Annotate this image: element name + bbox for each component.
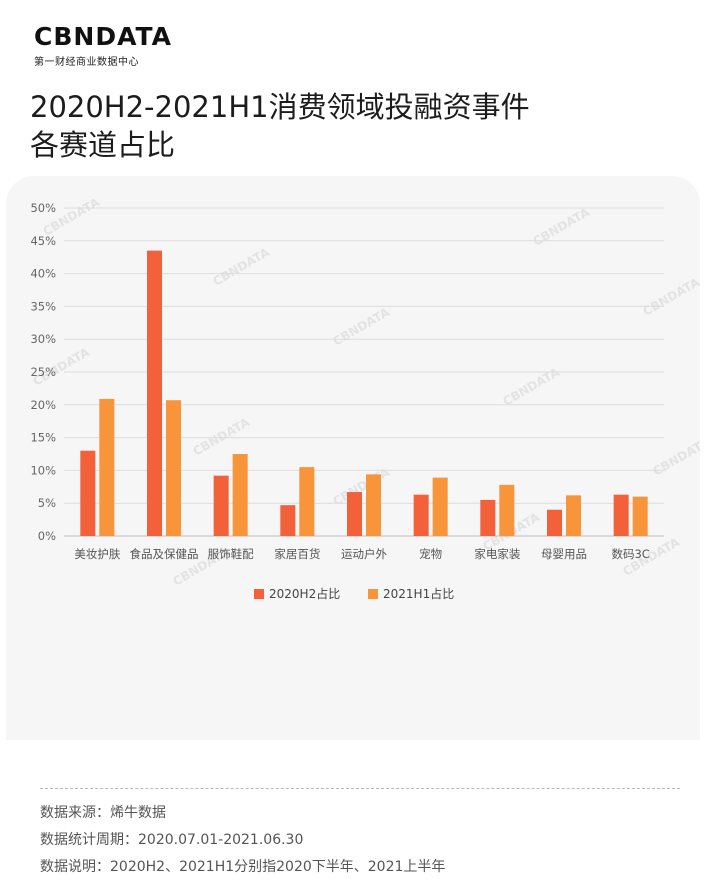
logo-subtitle: 第一财经商业数据中心 [34,57,139,68]
watermark-text: CBNDATA [641,275,701,319]
note-period: 数据统计周期：2020.07.01-2021.06.30 [40,832,304,848]
chart-card: CBNDATA CBNDATA CBNDATA CBNDATA CBNDATA CBNDA… [6,176,701,875]
bar-series1 [613,494,629,536]
y-tick-label: 30% [30,332,56,346]
watermark-text: CBNDATA [651,435,701,479]
bar-series2 [566,495,581,536]
logo-wordmark: CBNDATA [34,22,172,51]
bar-series1 [280,505,296,536]
bar-series2 [99,398,115,536]
bar-series1 [213,475,229,536]
bar-series2 [232,454,248,536]
x-tick-label: 食品及保健品 [130,547,199,561]
y-tick-label: 40% [30,267,56,281]
bar-series2 [432,477,448,536]
bar-series2 [499,484,515,536]
y-tick-label: 20% [30,398,56,412]
watermark-text: CBNDATA [211,245,273,289]
watermark-text: CBNDATA [191,415,253,459]
bar-series2 [299,467,315,536]
legend-label: 2020H2占比 [269,586,340,601]
bar-chart: CBNDATA CBNDATA CBNDATA CBNDATA CBNDATA CBNDA… [30,195,701,601]
watermark-text: CBNDATA [501,365,563,409]
x-tick-label: 美妆护肤 [74,547,120,561]
x-tick-label: 母婴用品 [541,547,587,561]
notes: 数据来源：烯牛数据 数据统计周期：2020.07.01-2021.06.30 数… [40,800,445,881]
y-tick-label: 10% [30,463,56,477]
legend-swatch [254,589,264,599]
bar-series1 [147,250,162,536]
legend-label: 2021H1占比 [383,586,454,601]
bar-series1 [347,492,362,536]
x-tick-label: 服饰鞋配 [208,547,254,561]
x-tick-label: 家电家装 [474,547,520,561]
page-title: 2020H2-2021H1消费领域投融资事件 各赛道占比 [30,88,650,164]
note-source: 数据来源：烯牛数据 [40,805,166,821]
x-tick-label: 家居百货 [274,547,320,561]
note-explain: 数据说明：2020H2、2021H1分别指2020下半年、2021上半年 [40,859,446,875]
title-line-1: 2020H2-2021H1消费领域投融资事件 [30,90,530,124]
bar-series2 [366,474,381,536]
watermark-text: CBNDATA [531,205,593,249]
y-tick-label: 45% [30,234,56,248]
bar-series1 [80,450,96,536]
y-tick-label: 15% [30,431,56,445]
y-tick-label: 0% [38,529,56,543]
y-tick-label: 5% [38,496,56,510]
title-line-2: 各赛道占比 [30,128,176,162]
y-tick-label: 25% [30,365,56,379]
y-tick-label: 50% [30,201,56,215]
bar-series1 [413,494,429,536]
x-tick-label: 运动户外 [341,547,387,561]
bar-series1 [547,509,562,536]
bar-series2 [632,496,648,536]
x-tick-label: 数码3C [611,547,649,561]
bar-series1 [480,499,496,536]
bar-series2 [166,400,181,536]
divider [40,788,680,789]
legend-swatch [368,589,378,599]
cbndata-logo: CBNDATA 第一财经商业数据中心 [34,22,172,69]
watermark-text: CBNDATA [331,305,393,349]
y-tick-label: 35% [30,299,56,313]
x-tick-label: 宠物 [419,547,442,561]
